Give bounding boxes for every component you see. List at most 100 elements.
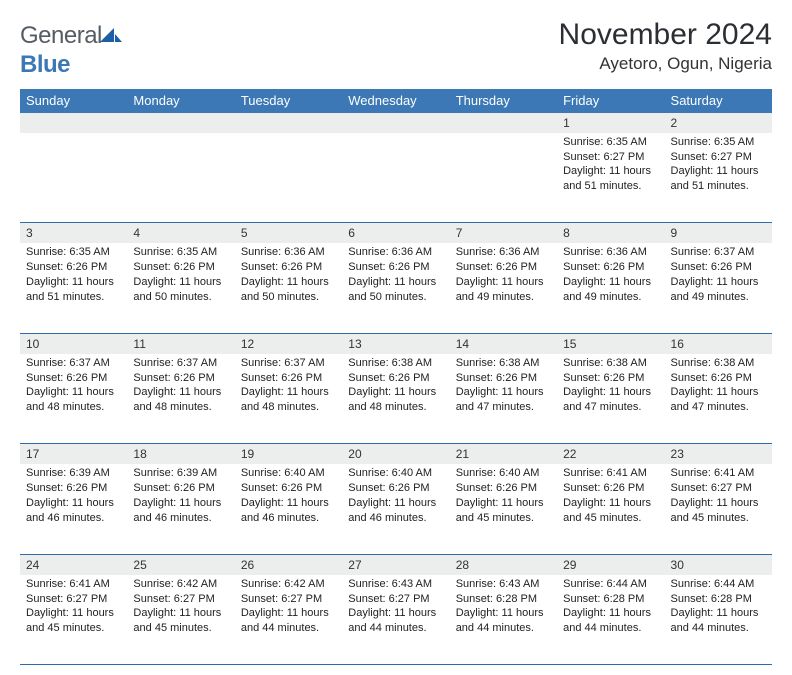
- day-cell: Sunrise: 6:42 AMSunset: 6:27 PMDaylight:…: [235, 575, 342, 665]
- week-row: Sunrise: 6:37 AMSunset: 6:26 PMDaylight:…: [20, 354, 772, 444]
- day-cell: Sunrise: 6:39 AMSunset: 6:26 PMDaylight:…: [20, 464, 127, 554]
- day-cell: Sunrise: 6:38 AMSunset: 6:26 PMDaylight:…: [342, 354, 449, 444]
- day-details: Sunrise: 6:43 AMSunset: 6:27 PMDaylight:…: [342, 575, 449, 642]
- day-cell: Sunrise: 6:43 AMSunset: 6:27 PMDaylight:…: [342, 575, 449, 665]
- day-cell: Sunrise: 6:35 AMSunset: 6:26 PMDaylight:…: [20, 243, 127, 333]
- day-cell: Sunrise: 6:43 AMSunset: 6:28 PMDaylight:…: [450, 575, 557, 665]
- day-details: Sunrise: 6:37 AMSunset: 6:26 PMDaylight:…: [127, 354, 234, 421]
- day-cell: Sunrise: 6:41 AMSunset: 6:26 PMDaylight:…: [557, 464, 664, 554]
- day-number: [20, 112, 127, 133]
- day-cell: Sunrise: 6:37 AMSunset: 6:26 PMDaylight:…: [127, 354, 234, 444]
- daynum-row: 10111213141516: [20, 333, 772, 354]
- day-number: 25: [127, 554, 234, 575]
- weekday-header: Monday: [127, 89, 234, 113]
- week-row: Sunrise: 6:39 AMSunset: 6:26 PMDaylight:…: [20, 464, 772, 554]
- weekday-header: Friday: [557, 89, 664, 113]
- day-details: Sunrise: 6:35 AMSunset: 6:26 PMDaylight:…: [20, 243, 127, 310]
- day-number: 20: [342, 444, 449, 465]
- day-cell: Sunrise: 6:36 AMSunset: 6:26 PMDaylight:…: [235, 243, 342, 333]
- day-cell: Sunrise: 6:35 AMSunset: 6:26 PMDaylight:…: [127, 243, 234, 333]
- day-cell: Sunrise: 6:37 AMSunset: 6:26 PMDaylight:…: [665, 243, 772, 333]
- day-number: 18: [127, 444, 234, 465]
- day-cell: Sunrise: 6:38 AMSunset: 6:26 PMDaylight:…: [450, 354, 557, 444]
- day-details: Sunrise: 6:38 AMSunset: 6:26 PMDaylight:…: [557, 354, 664, 421]
- week-row: Sunrise: 6:41 AMSunset: 6:27 PMDaylight:…: [20, 575, 772, 665]
- day-details: Sunrise: 6:37 AMSunset: 6:26 PMDaylight:…: [665, 243, 772, 310]
- week-row: Sunrise: 6:35 AMSunset: 6:26 PMDaylight:…: [20, 243, 772, 333]
- daynum-row: 3456789: [20, 223, 772, 244]
- title-block: November 2024 Ayetoro, Ogun, Nigeria: [559, 18, 772, 74]
- day-cell: [450, 133, 557, 223]
- day-cell: Sunrise: 6:36 AMSunset: 6:26 PMDaylight:…: [557, 243, 664, 333]
- day-number: 24: [20, 554, 127, 575]
- calendar-body: 12 Sunrise: 6:35 AMSunset: 6:27 PMDayligh…: [20, 112, 772, 665]
- day-cell: Sunrise: 6:44 AMSunset: 6:28 PMDaylight:…: [557, 575, 664, 665]
- day-cell: Sunrise: 6:36 AMSunset: 6:26 PMDaylight:…: [342, 243, 449, 333]
- day-number: 26: [235, 554, 342, 575]
- day-number: 12: [235, 333, 342, 354]
- day-cell: Sunrise: 6:35 AMSunset: 6:27 PMDaylight:…: [557, 133, 664, 223]
- day-details: Sunrise: 6:36 AMSunset: 6:26 PMDaylight:…: [450, 243, 557, 310]
- day-number: 5: [235, 223, 342, 244]
- day-number: 19: [235, 444, 342, 465]
- day-number: [450, 112, 557, 133]
- day-number: [342, 112, 449, 133]
- daynum-row: 24252627282930: [20, 554, 772, 575]
- day-details: Sunrise: 6:39 AMSunset: 6:26 PMDaylight:…: [20, 464, 127, 531]
- day-details: Sunrise: 6:43 AMSunset: 6:28 PMDaylight:…: [450, 575, 557, 642]
- day-details: Sunrise: 6:36 AMSunset: 6:26 PMDaylight:…: [557, 243, 664, 310]
- weekday-header: Saturday: [665, 89, 772, 113]
- day-cell: Sunrise: 6:40 AMSunset: 6:26 PMDaylight:…: [235, 464, 342, 554]
- weekday-header: Sunday: [20, 89, 127, 113]
- day-number: 27: [342, 554, 449, 575]
- day-cell: Sunrise: 6:37 AMSunset: 6:26 PMDaylight:…: [20, 354, 127, 444]
- brand-text: GeneralBlue: [20, 22, 122, 79]
- day-cell: [127, 133, 234, 223]
- day-cell: Sunrise: 6:38 AMSunset: 6:26 PMDaylight:…: [557, 354, 664, 444]
- day-cell: Sunrise: 6:40 AMSunset: 6:26 PMDaylight:…: [450, 464, 557, 554]
- day-cell: Sunrise: 6:40 AMSunset: 6:26 PMDaylight:…: [342, 464, 449, 554]
- day-details: Sunrise: 6:44 AMSunset: 6:28 PMDaylight:…: [665, 575, 772, 642]
- day-details: Sunrise: 6:41 AMSunset: 6:27 PMDaylight:…: [665, 464, 772, 531]
- sail-icon: [100, 23, 122, 51]
- day-details: Sunrise: 6:35 AMSunset: 6:27 PMDaylight:…: [557, 133, 664, 200]
- day-number: 10: [20, 333, 127, 354]
- page: GeneralBlue November 2024 Ayetoro, Ogun,…: [0, 0, 792, 675]
- page-title: November 2024: [559, 18, 772, 52]
- day-details: Sunrise: 6:38 AMSunset: 6:26 PMDaylight:…: [342, 354, 449, 421]
- day-details: Sunrise: 6:38 AMSunset: 6:26 PMDaylight:…: [665, 354, 772, 421]
- day-cell: [342, 133, 449, 223]
- day-number: 16: [665, 333, 772, 354]
- day-details: Sunrise: 6:40 AMSunset: 6:26 PMDaylight:…: [235, 464, 342, 531]
- day-number: 13: [342, 333, 449, 354]
- day-cell: [20, 133, 127, 223]
- day-details: Sunrise: 6:40 AMSunset: 6:26 PMDaylight:…: [450, 464, 557, 531]
- day-cell: Sunrise: 6:37 AMSunset: 6:26 PMDaylight:…: [235, 354, 342, 444]
- day-number: 11: [127, 333, 234, 354]
- day-cell: Sunrise: 6:41 AMSunset: 6:27 PMDaylight:…: [665, 464, 772, 554]
- day-cell: Sunrise: 6:44 AMSunset: 6:28 PMDaylight:…: [665, 575, 772, 665]
- day-cell: Sunrise: 6:35 AMSunset: 6:27 PMDaylight:…: [665, 133, 772, 223]
- day-number: 22: [557, 444, 664, 465]
- brand-part2: Blue: [20, 51, 70, 78]
- daynum-row: 17181920212223: [20, 444, 772, 465]
- week-row: Sunrise: 6:35 AMSunset: 6:27 PMDaylight:…: [20, 133, 772, 223]
- day-cell: Sunrise: 6:39 AMSunset: 6:26 PMDaylight:…: [127, 464, 234, 554]
- day-details: Sunrise: 6:37 AMSunset: 6:26 PMDaylight:…: [235, 354, 342, 421]
- day-number: 8: [557, 223, 664, 244]
- weekday-header: Thursday: [450, 89, 557, 113]
- day-number: 30: [665, 554, 772, 575]
- day-cell: Sunrise: 6:38 AMSunset: 6:26 PMDaylight:…: [665, 354, 772, 444]
- day-number: [127, 112, 234, 133]
- day-details: Sunrise: 6:39 AMSunset: 6:26 PMDaylight:…: [127, 464, 234, 531]
- location-label: Ayetoro, Ogun, Nigeria: [559, 54, 772, 74]
- brand-logo: GeneralBlue: [20, 18, 122, 79]
- day-number: [235, 112, 342, 133]
- day-details: Sunrise: 6:38 AMSunset: 6:26 PMDaylight:…: [450, 354, 557, 421]
- day-details: Sunrise: 6:42 AMSunset: 6:27 PMDaylight:…: [235, 575, 342, 642]
- day-details: Sunrise: 6:41 AMSunset: 6:27 PMDaylight:…: [20, 575, 127, 642]
- weekday-header-row: Sunday Monday Tuesday Wednesday Thursday…: [20, 89, 772, 113]
- day-number: 15: [557, 333, 664, 354]
- day-details: Sunrise: 6:36 AMSunset: 6:26 PMDaylight:…: [342, 243, 449, 310]
- day-details: Sunrise: 6:44 AMSunset: 6:28 PMDaylight:…: [557, 575, 664, 642]
